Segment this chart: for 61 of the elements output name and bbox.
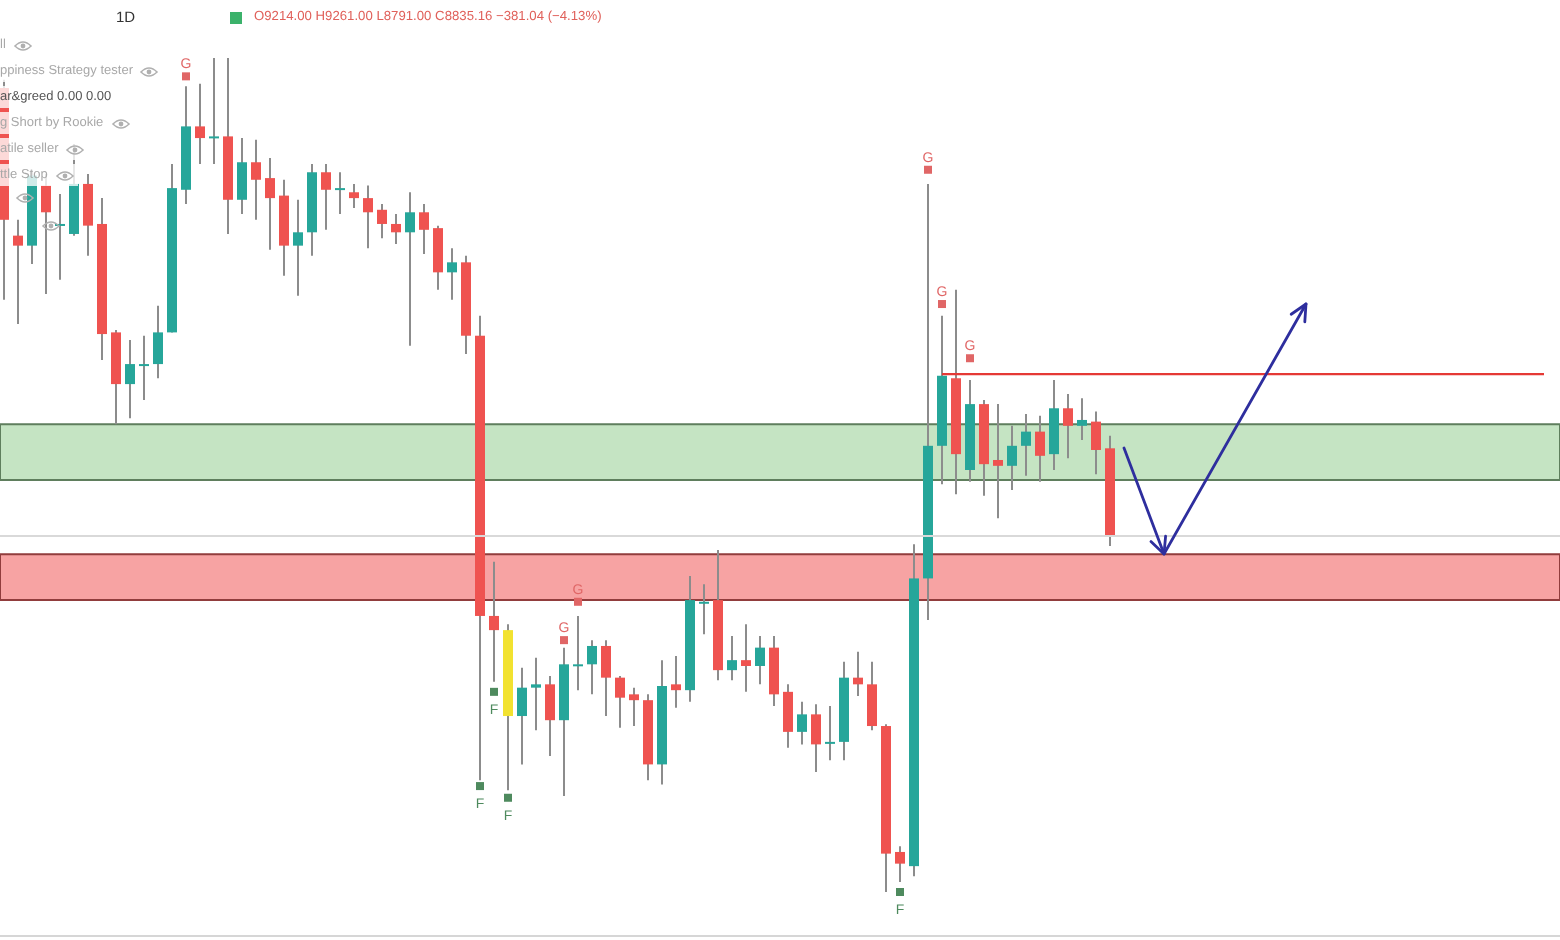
candlestick bbox=[489, 560, 499, 683]
point bbox=[938, 300, 946, 309]
candlestick bbox=[125, 338, 135, 420]
point bbox=[476, 782, 484, 791]
candlestick bbox=[321, 162, 331, 231]
candlestick bbox=[265, 157, 275, 251]
candlestick bbox=[405, 191, 415, 347]
candlestick bbox=[811, 703, 821, 773]
candlestick bbox=[293, 198, 303, 297]
candlestick bbox=[391, 212, 401, 245]
candlestick bbox=[419, 202, 429, 255]
candlestick bbox=[363, 184, 373, 250]
candlestick bbox=[153, 304, 163, 380]
candlestick bbox=[1091, 410, 1101, 476]
candlestick bbox=[545, 674, 555, 758]
candlestick bbox=[587, 639, 597, 696]
candlestick bbox=[755, 634, 765, 686]
candlestick bbox=[531, 656, 541, 732]
candlestick bbox=[433, 224, 443, 291]
candlestick bbox=[517, 666, 527, 766]
point bbox=[574, 597, 582, 606]
candlestick bbox=[741, 623, 751, 693]
candlestick bbox=[825, 705, 835, 762]
point bbox=[966, 354, 974, 363]
candlestick bbox=[349, 182, 359, 210]
candlestick bbox=[1077, 397, 1087, 441]
point bbox=[490, 687, 498, 696]
candlestick bbox=[671, 654, 681, 709]
candlestick bbox=[251, 138, 261, 221]
candlestick bbox=[209, 57, 219, 165]
candlestick bbox=[727, 634, 737, 682]
candlestick bbox=[895, 845, 905, 883]
candlestick bbox=[237, 137, 247, 215]
candlestick bbox=[1063, 393, 1073, 460]
candlestick bbox=[769, 634, 779, 708]
candlestick bbox=[993, 403, 1003, 520]
point bbox=[896, 888, 904, 896]
candlestick bbox=[83, 172, 93, 257]
candlestick bbox=[1035, 414, 1045, 483]
candlestick bbox=[797, 700, 807, 746]
candlestick bbox=[1021, 413, 1031, 477]
candlestick bbox=[335, 171, 345, 215]
point bbox=[560, 636, 568, 645]
candlestick bbox=[195, 82, 205, 165]
candlestick bbox=[867, 660, 877, 732]
candlestick bbox=[573, 614, 583, 692]
candlestick bbox=[615, 674, 625, 729]
point bbox=[924, 165, 932, 174]
candlestick bbox=[699, 583, 709, 636]
point bbox=[504, 793, 512, 802]
candlestick bbox=[1049, 378, 1059, 471]
candlestick bbox=[139, 334, 149, 401]
candlestick bbox=[1007, 424, 1017, 492]
candlestick bbox=[629, 686, 639, 728]
candlestick bbox=[377, 202, 387, 240]
candlestick bbox=[447, 247, 457, 301]
candlestick bbox=[783, 683, 793, 749]
candlestick bbox=[853, 650, 863, 698]
point bbox=[182, 72, 190, 81]
candlestick bbox=[601, 639, 611, 718]
candlestick bbox=[13, 218, 23, 326]
